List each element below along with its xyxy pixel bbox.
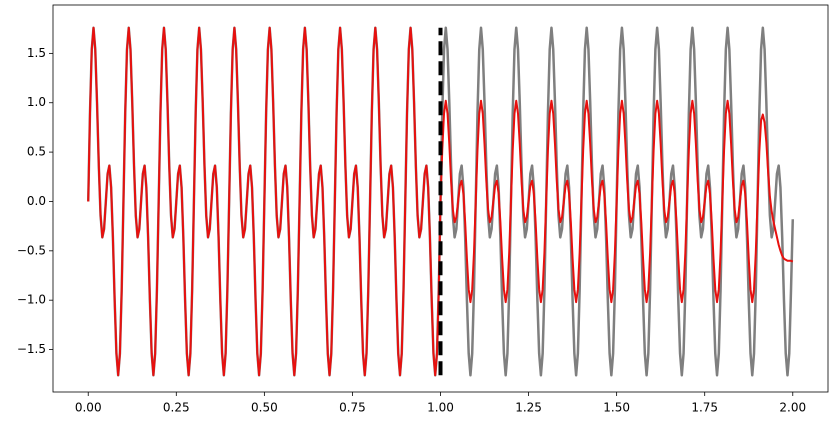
plot-frame	[52, 4, 829, 393]
x-tick-label: 0.25	[163, 401, 190, 415]
x-tick-label: 2.00	[779, 401, 806, 415]
x-tick-label: 1.50	[603, 401, 630, 415]
y-tick-label: 0.5	[27, 145, 46, 159]
y-tick-label: 1.0	[27, 95, 46, 109]
y-tick-label: 0.0	[27, 194, 46, 208]
x-tick-label: 1.25	[515, 401, 542, 415]
y-tick-label: 1.5	[27, 46, 46, 60]
y-tick-label: −0.5	[17, 243, 46, 257]
x-tick-label: 0.50	[251, 401, 278, 415]
x-tick-label: 1.75	[691, 401, 718, 415]
x-tick-label: 0.75	[339, 401, 366, 415]
x-tick-label: 1.00	[427, 401, 454, 415]
y-tick-label: −1.5	[17, 342, 46, 356]
y-tick-label: −1.0	[17, 293, 46, 307]
x-tick-label: 0.00	[75, 401, 102, 415]
